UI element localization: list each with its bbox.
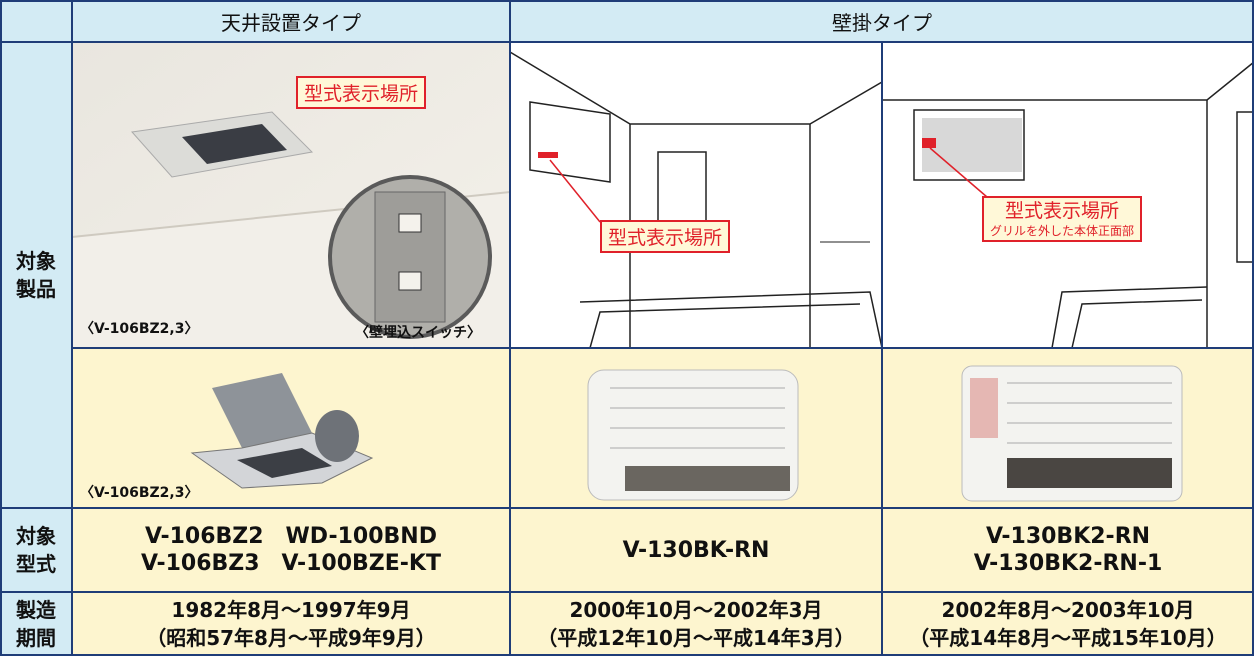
model-cell: V-130BK2-RN V-130BK2-RN-1 <box>882 508 1254 592</box>
label-line: 対象 <box>16 249 56 273</box>
row-label: 対象 製品 <box>0 42 72 508</box>
model-cell: V-130BK-RN <box>510 508 882 592</box>
callout-title: 型式表示場所 <box>1005 200 1120 222</box>
header-cell: 天井設置タイプ <box>72 0 510 42</box>
caption: 〈壁埋込スイッチ〉 <box>355 325 481 341</box>
label-line: 製品 <box>16 277 56 301</box>
ceiling-unit-photo <box>190 373 374 489</box>
model: V-130BK2-RN-1 <box>973 551 1163 576</box>
model: V-106BZ2 WD-100BND <box>145 524 437 549</box>
callout: 型式表示場所 <box>600 220 731 253</box>
period: 2000年10月～2002年3月 <box>569 598 823 622</box>
label-line: 型式 <box>16 552 56 576</box>
model: V-106BZ3 V-100BZE-KT <box>141 551 441 576</box>
row-label: 製造 期間 <box>0 592 72 656</box>
header-cell: 壁掛タイプ <box>510 0 1254 42</box>
model: V-130BK2-RN <box>985 524 1151 549</box>
period-era: （平成14年8月～平成15年10月） <box>909 626 1227 650</box>
label-line: 期間 <box>16 626 56 650</box>
period-era: （昭和57年8月～平成9年9月） <box>146 626 436 650</box>
caption: 〈V-106BZ2,3〉 <box>80 485 199 501</box>
label-line: 製造 <box>16 598 56 622</box>
period-cell: 2000年10月～2002年3月 （平成12年10月～平成14年3月） <box>510 592 882 656</box>
period-era: （平成12年10月～平成14年3月） <box>537 626 855 650</box>
wall-unit-photo <box>587 369 799 501</box>
label-line: 対象 <box>16 524 56 548</box>
callout: 型式表示場所 <box>296 76 427 109</box>
header-corner <box>0 0 72 42</box>
callout-note: グリルを外した本体正面部 <box>990 224 1135 238</box>
callout: 型式表示場所 グリルを外した本体正面部 <box>982 196 1143 242</box>
wall-unit-photo <box>961 365 1183 502</box>
period: 1982年8月～1997年9月 <box>171 598 411 622</box>
wall-drawing <box>510 42 882 348</box>
model-cell: V-106BZ2 WD-100BND V-106BZ3 V-100BZE-KT <box>72 508 510 592</box>
wall-drawing <box>882 42 1254 348</box>
period-cell: 2002年8月～2003年10月 （平成14年8月～平成15年10月） <box>882 592 1254 656</box>
period-cell: 1982年8月～1997年9月 （昭和57年8月～平成9年9月） <box>72 592 510 656</box>
caption: 〈V-106BZ2,3〉 <box>80 321 199 337</box>
period: 2002年8月～2003年10月 <box>941 598 1195 622</box>
row-label: 対象 型式 <box>0 508 72 592</box>
model: V-130BK-RN <box>622 537 770 563</box>
ceiling-photo <box>72 42 510 348</box>
